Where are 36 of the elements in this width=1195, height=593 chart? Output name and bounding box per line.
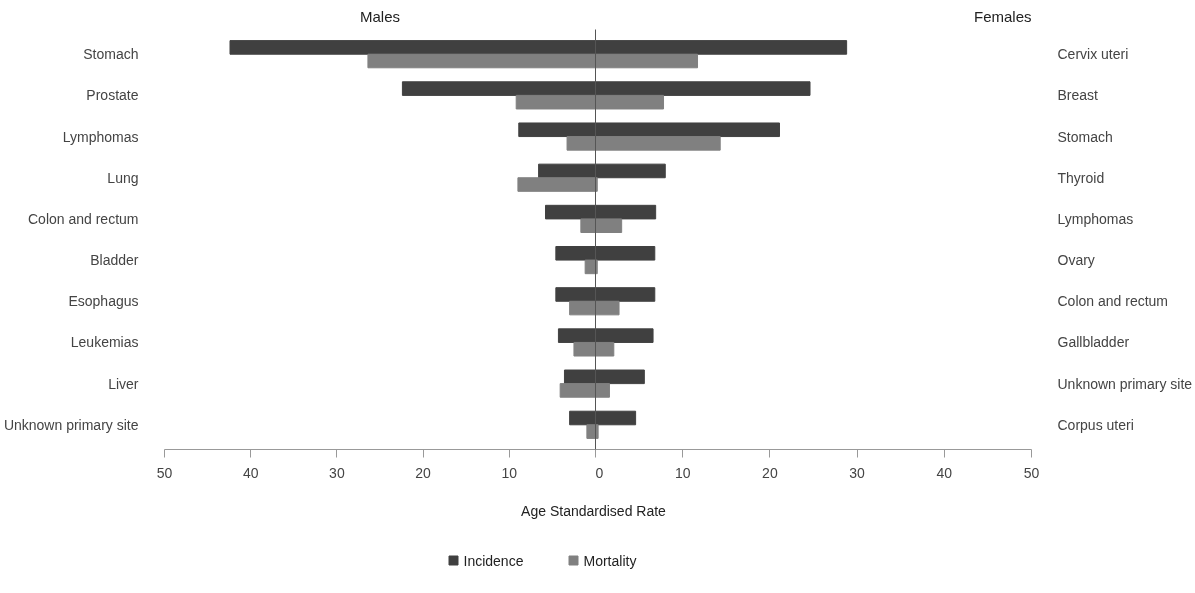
y-tick-label: Corpus uteri [1057,416,1134,433]
x-axis-title: Age Standardised Rate [521,502,667,519]
y-tick-label: Stomach [83,46,139,63]
y-tick-label: Prostate [86,87,139,104]
x-tick-label: 10 [501,464,518,481]
y-tick-label: Cervix uteri [1057,46,1129,63]
y-tick-label: Stomach [1057,128,1113,145]
y-tick-label: Breast [1057,87,1099,104]
y-tick-label: Gallbladder [1057,334,1130,351]
y-tick-label: Leukemias [70,334,139,351]
x-tick-label: 30 [849,464,866,481]
legend-label: Incidence [463,552,524,569]
x-tick-label: 10 [674,464,691,481]
y-tick-label: Esophagus [68,293,139,310]
y-tick-label: Unknown primary site [3,416,139,433]
x-tick-label: 20 [762,464,778,481]
y-tick-label: Liver [108,375,139,392]
chart-title: Males [359,7,401,25]
y-tick-label: Lymphomas [62,128,139,145]
x-tick-label: 0 [595,464,604,481]
x-tick-label: 40 [242,464,259,481]
x-tick-label: 50 [156,464,173,481]
x-tick-label: 50 [1023,464,1040,481]
x-tick-label: 40 [936,464,953,481]
legend-label: Mortality [583,552,637,569]
y-tick-label: Lymphomas [1057,210,1134,227]
chart-title: Females [973,7,1032,25]
y-tick-label: Lung [107,169,139,186]
x-tick-label: 20 [415,464,432,481]
y-tick-label: Colon and rectum [1057,293,1169,310]
y-tick-label: Bladder [90,252,139,269]
y-tick-label: Unknown primary site [1057,375,1193,392]
y-tick-label: Colon and rectum [28,210,139,227]
x-tick-label: 30 [329,464,345,481]
y-tick-label: Ovary [1057,252,1095,269]
y-tick-label: Thyroid [1057,169,1105,186]
